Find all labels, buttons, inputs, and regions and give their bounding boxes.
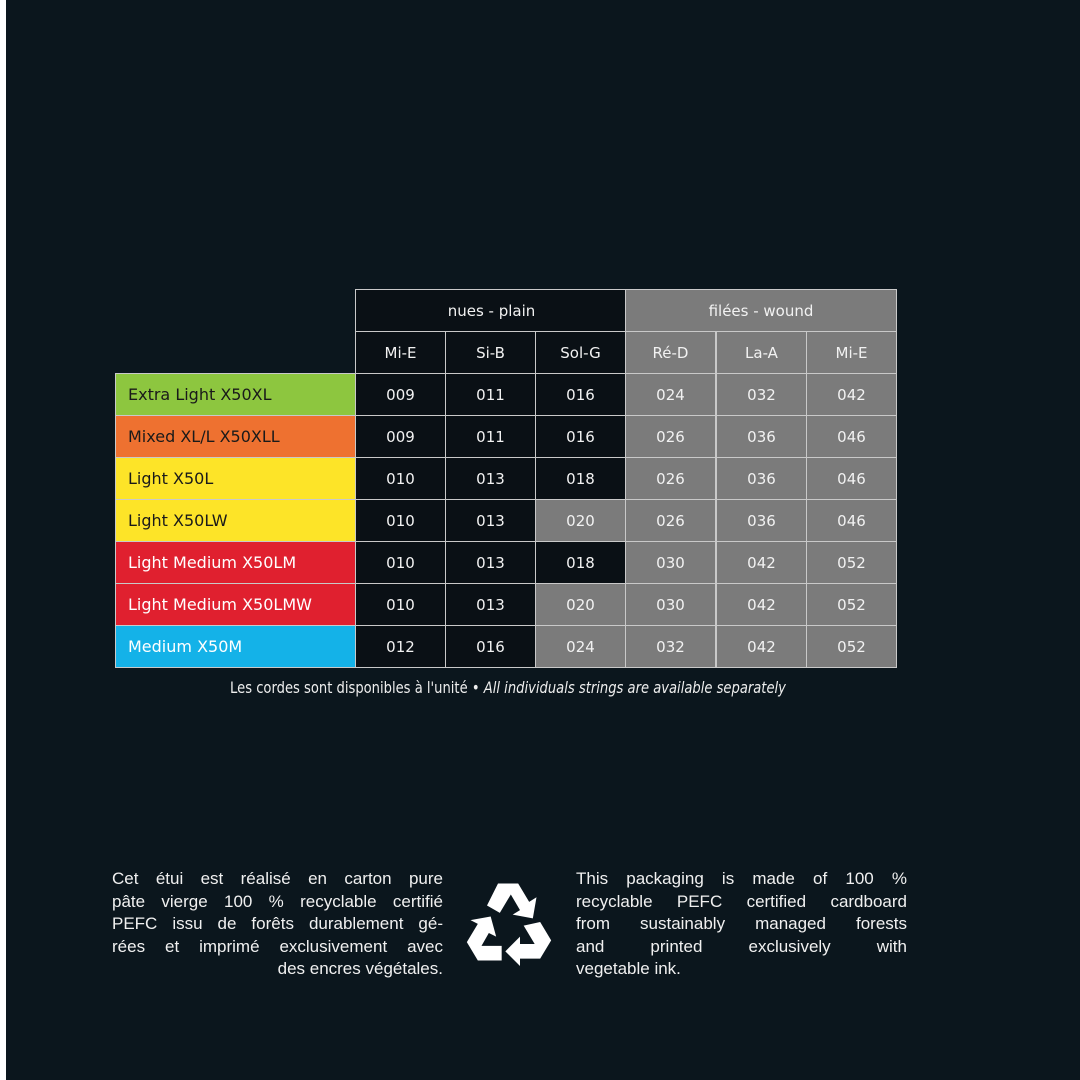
note-english: All individuals strings are available se… (483, 678, 786, 697)
gauge-cell: 024 (625, 373, 716, 416)
gauge-cell: 046 (806, 415, 897, 458)
text-line: Cet étui est réalisé en carton pure (112, 869, 443, 888)
gauge-cell: 016 (445, 625, 536, 668)
gauge-cell: 011 (445, 415, 536, 458)
gauge-cell: 010 (355, 541, 446, 584)
column-header: Mi-E (355, 331, 446, 374)
gauge-cell: 013 (445, 583, 536, 626)
gauge-cell: 013 (445, 541, 536, 584)
gauge-cell: 010 (355, 583, 446, 626)
gauge-cell: 052 (806, 583, 897, 626)
availability-note: Les cordes sont disponibles à l'unité • … (91, 678, 924, 697)
text-line: and printed exclusively with (576, 936, 907, 956)
text-line: pâte vierge 100 % recyclable certifié (112, 891, 443, 911)
gauge-cell: 042 (806, 373, 897, 416)
gauge-cell: 016 (535, 373, 626, 416)
gauge-cell: 024 (535, 625, 626, 668)
group-header-wound: filées - wound (625, 289, 897, 332)
gauge-cell: 013 (445, 457, 536, 500)
text-line: rées et imprimé exclusivement avec (112, 936, 443, 956)
gauge-cell: 026 (625, 499, 716, 542)
gauge-cell: 052 (806, 625, 897, 668)
text-line: PEFC issu de forêts durablement gé- (112, 914, 443, 933)
text-line: This packaging is made of 100 % (576, 869, 907, 888)
text-line: from sustainably managed forests (576, 914, 907, 933)
column-header: La-A (716, 331, 807, 374)
gauge-cell: 026 (625, 457, 716, 500)
packaging-text-french: Cet étui est réalisé en carton pure pâte… (112, 868, 443, 981)
gauge-cell: 010 (355, 499, 446, 542)
gauge-cell: 032 (625, 625, 716, 668)
note-separator: • (471, 678, 480, 697)
gauge-cell: 020 (535, 583, 626, 626)
gauge-cell: 036 (716, 415, 807, 458)
gauge-cell: 026 (625, 415, 716, 458)
gauge-cell: 011 (445, 373, 536, 416)
gauge-cell: 009 (355, 373, 446, 416)
set-label: Medium X50M (115, 625, 356, 668)
gauge-cell: 010 (355, 457, 446, 500)
gauge-cell: 030 (625, 583, 716, 626)
left-edge (0, 0, 6, 1080)
gauge-cell: 020 (535, 499, 626, 542)
string-gauge-table: nues - plain filées - wound Mi-E Si-B Sol-G R… (115, 289, 899, 670)
gauge-cell: 018 (535, 541, 626, 584)
set-label: Light Medium X50LM (115, 541, 356, 584)
text-line: vegetable ink. (576, 959, 681, 978)
set-label: Mixed XL/L X50XLL (115, 415, 356, 458)
column-header: Ré-D (625, 331, 716, 374)
set-label: Light Medium X50LMW (115, 583, 356, 626)
gauge-cell: 046 (806, 457, 897, 500)
set-label: Light X50LW (115, 499, 356, 542)
text-line: des encres végétales. (277, 959, 443, 978)
gauge-cell: 016 (535, 415, 626, 458)
gauge-cell: 052 (806, 541, 897, 584)
text-line: recyclable PEFC certified cardboard (576, 891, 907, 911)
gauge-cell: 012 (355, 625, 446, 668)
set-label: Light X50L (115, 457, 356, 500)
gauge-cell: 042 (716, 583, 807, 626)
note-french: Les cordes sont disponibles à l'unité (230, 678, 468, 697)
column-header: Si-B (445, 331, 536, 374)
gauge-cell: 046 (806, 499, 897, 542)
column-header: Mi-E (806, 331, 897, 374)
set-label: Extra Light X50XL (115, 373, 356, 416)
recycle-icon (466, 883, 552, 966)
gauge-cell: 013 (445, 499, 536, 542)
column-header: Sol-G (535, 331, 626, 374)
gauge-cell: 030 (625, 541, 716, 584)
gauge-cell: 036 (716, 499, 807, 542)
gauge-cell: 042 (716, 541, 807, 584)
gauge-cell: 009 (355, 415, 446, 458)
packaging-text-english: This packaging is made of 100 % recyclab… (576, 868, 907, 981)
group-header-plain: nues - plain (355, 289, 628, 332)
gauge-cell: 042 (716, 625, 807, 668)
gauge-cell: 018 (535, 457, 626, 500)
gauge-cell: 032 (716, 373, 807, 416)
gauge-cell: 036 (716, 457, 807, 500)
